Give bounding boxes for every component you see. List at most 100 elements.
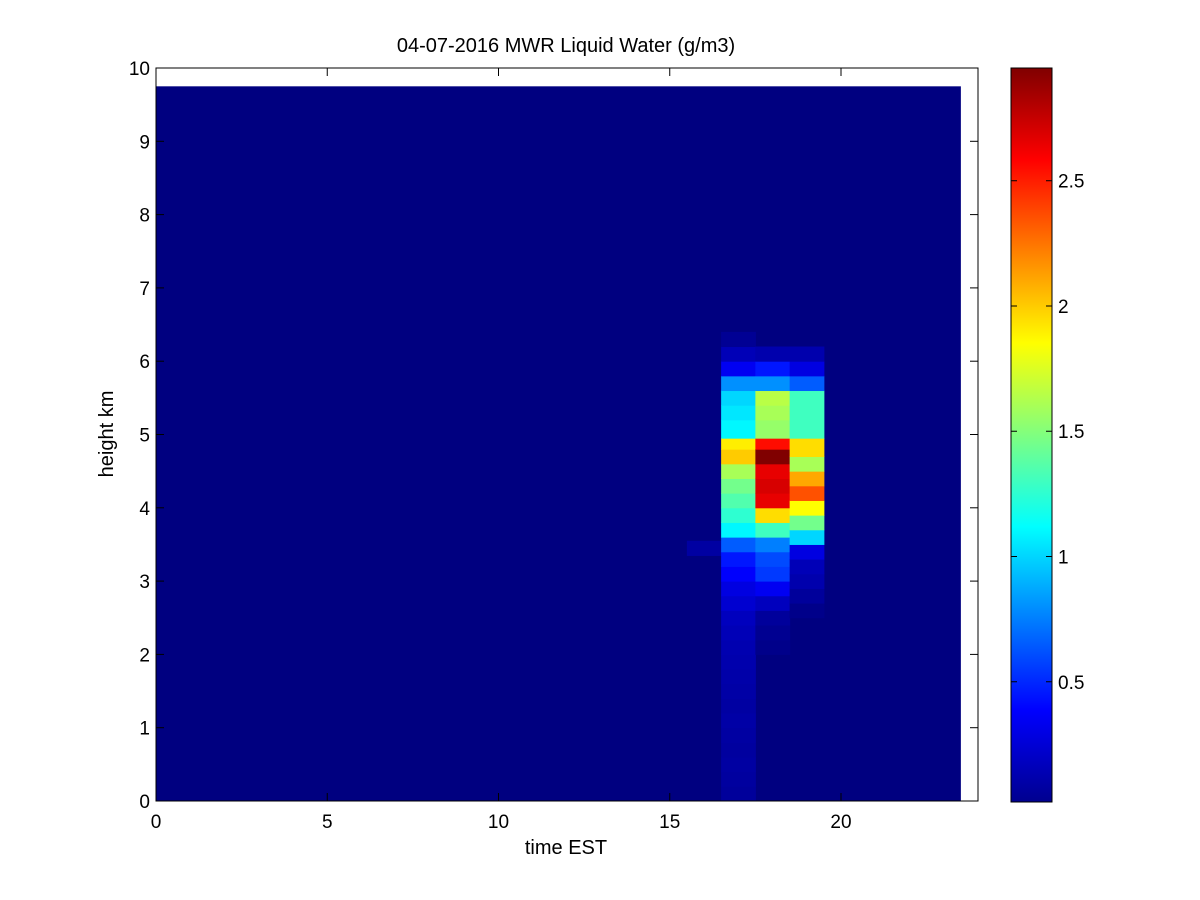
y-axis-label: height km (96, 391, 118, 478)
y-tick-label: 8 (139, 206, 150, 227)
heatmap-cell (755, 346, 791, 362)
y-tick-label: 9 (139, 132, 150, 153)
colorbar-ticks: 0.5 1 1.5 2 2.5 (1011, 172, 1084, 694)
y-tick-label: 2 (139, 645, 150, 666)
y-axis-ticks: 0 1 2 3 4 5 6 7 8 9 10 (129, 59, 978, 813)
heatmap-cell (721, 771, 756, 787)
heatmap-cell (755, 610, 791, 626)
colorbar-tick-label: 2 (1058, 297, 1069, 318)
y-tick-label: 5 (139, 426, 150, 447)
heatmap-cell (721, 522, 756, 538)
heatmap-cell (755, 493, 791, 509)
heatmap-cell (789, 485, 825, 501)
heatmap-cell (789, 559, 825, 575)
heatmap-cell (789, 361, 825, 377)
heatmap-cell (789, 390, 825, 439)
heatmap-cell (721, 405, 756, 421)
heatmap-cell (721, 625, 756, 641)
heatmap-cell (789, 603, 825, 619)
heatmap-cell (721, 669, 756, 685)
heatmap-cell (721, 742, 756, 758)
heatmap-cell (721, 493, 756, 509)
heatmap-cell (721, 449, 756, 465)
colorbar (1010, 67, 1053, 803)
heatmap-cell (755, 390, 791, 406)
heatmap-cell (721, 478, 756, 494)
x-axis-label: time EST (525, 837, 607, 859)
x-tick-label: 0 (151, 812, 162, 833)
colorbar-tick-label: 1.5 (1058, 422, 1084, 443)
heatmap-cell (789, 375, 825, 392)
heatmap-cell (755, 507, 791, 523)
heatmap-cell (789, 588, 825, 604)
heatmap-cell (789, 544, 825, 560)
heatmap-cell (755, 537, 791, 553)
heatmap-cell (755, 551, 791, 567)
y-tick-label: 6 (139, 352, 150, 373)
heatmap-cells (156, 86, 961, 802)
heatmap-cell (755, 522, 791, 538)
heatmap-cell (755, 463, 791, 479)
heatmap-cell (721, 375, 756, 392)
colorbar-tick-label: 0.5 (1058, 673, 1084, 694)
heatmap-cell (721, 786, 756, 802)
heatmap-cell (755, 625, 791, 641)
heatmap-cell (789, 456, 825, 472)
y-tick-label: 0 (139, 792, 150, 813)
heatmap-cell (755, 405, 791, 421)
heatmap-cell (721, 639, 756, 655)
heatmap-background (156, 86, 961, 801)
heatmap-cell (721, 654, 756, 670)
chart-title: 04-07-2016 MWR Liquid Water (g/m3) (397, 35, 735, 57)
heatmap-cell (789, 346, 825, 362)
heatmap-cell (755, 478, 791, 494)
y-tick-label: 3 (139, 572, 150, 593)
heatmap-cell (721, 757, 756, 773)
heatmap-cell (721, 551, 756, 567)
heatmap-cell (721, 419, 756, 439)
colorbar-tick-label: 1 (1058, 547, 1069, 568)
heatmap-cell (755, 438, 791, 450)
y-tick-label: 4 (139, 499, 150, 520)
colorbar-tick-label: 2.5 (1058, 172, 1084, 193)
x-tick-label: 15 (659, 812, 680, 833)
heatmap-cell (721, 610, 756, 626)
heatmap-cell (721, 537, 756, 553)
heatmap-cell (789, 500, 825, 516)
heatmap-cell (789, 573, 825, 589)
heatmap-cell (755, 639, 791, 655)
heatmap-cell (721, 361, 756, 377)
heatmap-cell (721, 507, 756, 523)
x-axis-ticks: 0 5 10 15 20 (151, 68, 852, 833)
heatmap-cell (721, 683, 756, 699)
y-tick-label: 1 (139, 719, 150, 740)
heatmap-cell (755, 449, 791, 465)
heatmap-cell (721, 390, 756, 406)
heatmap-cell (721, 331, 756, 348)
heatmap-cell (789, 471, 825, 487)
y-tick-label: 7 (139, 279, 150, 300)
heatmap-cell (755, 595, 791, 611)
heatmap-cell (755, 361, 791, 377)
heatmap-cell (721, 438, 756, 450)
heatmap-cell (721, 698, 756, 714)
x-tick-label: 20 (830, 812, 851, 833)
y-tick-label: 10 (129, 59, 150, 80)
heatmap-cell (721, 727, 756, 743)
heatmap-cell (721, 595, 756, 611)
x-tick-label: 10 (488, 812, 509, 833)
heatmap-cell (789, 529, 825, 545)
heatmap-cell (789, 438, 825, 457)
heatmap-cell (755, 375, 791, 392)
heatmap-cell (755, 419, 791, 439)
x-tick-label: 5 (322, 812, 333, 833)
heatmap-cell (721, 713, 756, 729)
heatmap-cell (755, 566, 791, 582)
heatmap-cell (686, 540, 722, 556)
heatmap-cell (721, 581, 756, 597)
heatmap-cell (721, 566, 756, 582)
heatmap-cell (789, 515, 825, 531)
heatmap-cell (721, 463, 756, 479)
heatmap-cell (721, 346, 756, 362)
